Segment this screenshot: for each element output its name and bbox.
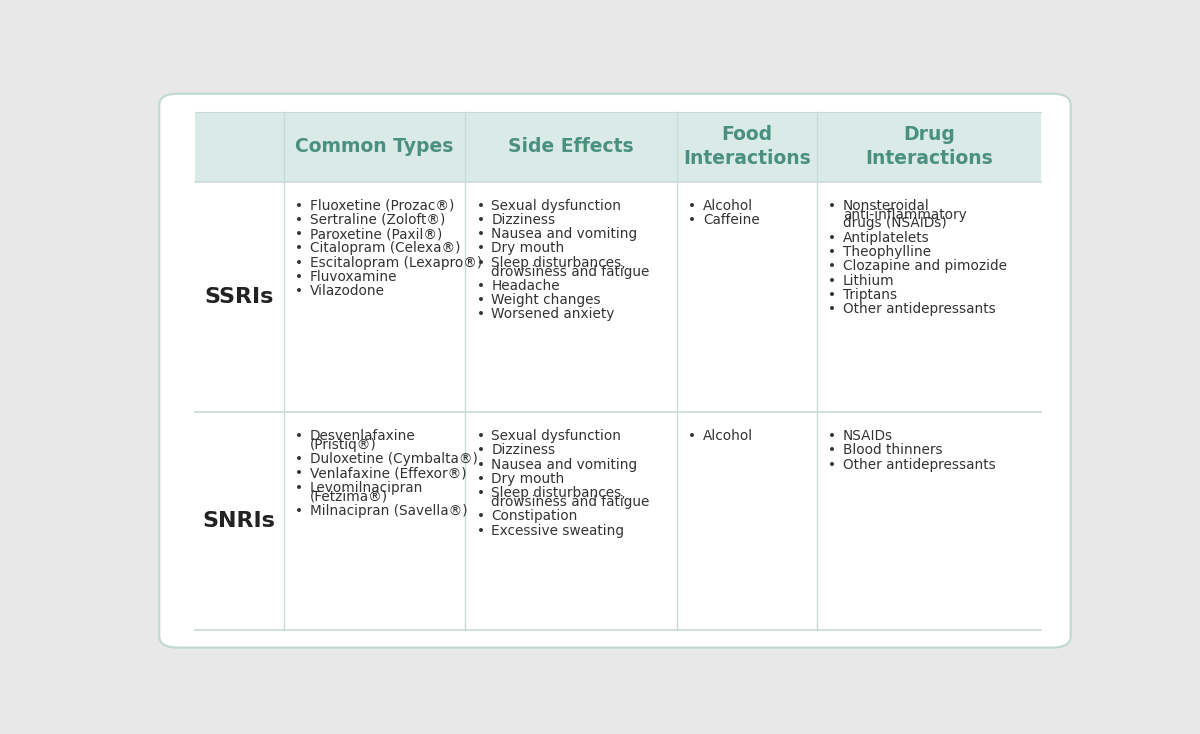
Text: •: •	[295, 241, 302, 255]
Text: Venlafaxine (Effexor®): Venlafaxine (Effexor®)	[310, 467, 466, 481]
Text: Side Effects: Side Effects	[509, 137, 634, 156]
Text: Vilazodone: Vilazodone	[310, 284, 384, 298]
Text: drowsiness and fatigue: drowsiness and fatigue	[492, 495, 650, 509]
Text: •: •	[476, 457, 485, 471]
Text: drugs (NSAIDs): drugs (NSAIDs)	[842, 217, 947, 230]
Text: Levomilnacipran: Levomilnacipran	[310, 481, 422, 495]
Text: SNRIs: SNRIs	[203, 511, 276, 531]
Text: drowsiness and fatigue: drowsiness and fatigue	[492, 265, 650, 279]
Text: •: •	[476, 199, 485, 213]
Text: •: •	[476, 429, 485, 443]
Text: Citalopram (Celexa®): Citalopram (Celexa®)	[310, 241, 460, 255]
Text: •: •	[828, 302, 836, 316]
Text: Sertraline (Zoloft®): Sertraline (Zoloft®)	[310, 213, 445, 227]
Text: Alcohol: Alcohol	[703, 429, 754, 443]
Text: anti-inflammatory: anti-inflammatory	[842, 208, 966, 222]
Text: •: •	[295, 213, 302, 227]
Text: Drug
Interactions: Drug Interactions	[865, 125, 992, 168]
Text: Other antidepressants: Other antidepressants	[842, 302, 996, 316]
Text: •: •	[828, 245, 836, 259]
Text: Excessive sweating: Excessive sweating	[492, 523, 624, 537]
Text: •: •	[476, 228, 485, 241]
Text: Constipation: Constipation	[492, 509, 578, 523]
Text: •: •	[476, 509, 485, 523]
Text: •: •	[828, 230, 836, 244]
Text: •: •	[295, 228, 302, 241]
Text: •: •	[476, 213, 485, 227]
Text: Food
Interactions: Food Interactions	[683, 125, 811, 168]
Text: •: •	[828, 259, 836, 273]
Text: Nausea and vomiting: Nausea and vomiting	[492, 228, 637, 241]
Text: •: •	[476, 443, 485, 457]
Text: •: •	[476, 255, 485, 270]
Text: Duloxetine (Cymbalta®): Duloxetine (Cymbalta®)	[310, 452, 478, 466]
Text: •: •	[295, 284, 302, 298]
Text: •: •	[295, 270, 302, 284]
Text: Nausea and vomiting: Nausea and vomiting	[492, 457, 637, 471]
Text: •: •	[295, 429, 302, 443]
Text: •: •	[828, 199, 836, 213]
Text: Caffeine: Caffeine	[703, 213, 760, 227]
Text: •: •	[476, 523, 485, 537]
Text: Other antidepressants: Other antidepressants	[842, 457, 996, 471]
Text: •: •	[476, 472, 485, 486]
Text: Escitalopram (Lexapro®): Escitalopram (Lexapro®)	[310, 255, 481, 270]
Text: •: •	[476, 308, 485, 321]
Text: •: •	[828, 288, 836, 302]
Text: SSRIs: SSRIs	[204, 287, 274, 307]
Text: Dry mouth: Dry mouth	[492, 472, 565, 486]
Text: •: •	[476, 293, 485, 308]
Text: NSAIDs: NSAIDs	[842, 429, 893, 443]
Text: Sexual dysfunction: Sexual dysfunction	[492, 199, 622, 213]
Text: •: •	[295, 504, 302, 518]
Text: •: •	[828, 429, 836, 443]
Text: Triptans: Triptans	[842, 288, 896, 302]
Text: Weight changes: Weight changes	[492, 293, 601, 308]
Text: Antiplatelets: Antiplatelets	[842, 230, 930, 244]
Text: Dizziness: Dizziness	[492, 213, 556, 227]
Text: Blood thinners: Blood thinners	[842, 443, 942, 457]
Text: •: •	[476, 279, 485, 293]
Text: Sleep disturbances,: Sleep disturbances,	[492, 255, 626, 270]
Text: Dry mouth: Dry mouth	[492, 241, 565, 255]
Text: Clozapine and pimozide: Clozapine and pimozide	[842, 259, 1007, 273]
Text: Sleep disturbances,: Sleep disturbances,	[492, 486, 626, 500]
Text: Sexual dysfunction: Sexual dysfunction	[492, 429, 622, 443]
Text: •: •	[828, 443, 836, 457]
Text: •: •	[295, 199, 302, 213]
Text: •: •	[476, 486, 485, 500]
Text: Lithium: Lithium	[842, 274, 894, 288]
Text: Nonsteroidal: Nonsteroidal	[842, 199, 930, 213]
Text: •: •	[828, 274, 836, 288]
Text: Theophylline: Theophylline	[842, 245, 931, 259]
Text: (Fetzima®): (Fetzima®)	[310, 490, 388, 504]
Text: Dizziness: Dizziness	[492, 443, 556, 457]
Text: Worsened anxiety: Worsened anxiety	[492, 308, 614, 321]
Text: Desvenlafaxine: Desvenlafaxine	[310, 429, 415, 443]
Text: •: •	[688, 213, 696, 227]
Text: Fluoxetine (Prozac®): Fluoxetine (Prozac®)	[310, 199, 454, 213]
Text: Common Types: Common Types	[295, 137, 454, 156]
Text: •: •	[476, 241, 485, 255]
Bar	[194, 112, 1040, 182]
Text: Headache: Headache	[492, 279, 560, 293]
Text: •: •	[688, 199, 696, 213]
Text: Alcohol: Alcohol	[703, 199, 754, 213]
Text: Fluvoxamine: Fluvoxamine	[310, 270, 397, 284]
Text: •: •	[688, 429, 696, 443]
Text: •: •	[295, 452, 302, 466]
Text: Paroxetine (Paxil®): Paroxetine (Paxil®)	[310, 228, 442, 241]
FancyBboxPatch shape	[160, 94, 1070, 647]
Text: •: •	[295, 481, 302, 495]
Text: •: •	[295, 467, 302, 481]
Text: •: •	[295, 255, 302, 270]
Text: Milnacipran (Savella®): Milnacipran (Savella®)	[310, 504, 467, 518]
Text: •: •	[828, 457, 836, 471]
Text: (Pristiq®): (Pristiq®)	[310, 438, 377, 452]
